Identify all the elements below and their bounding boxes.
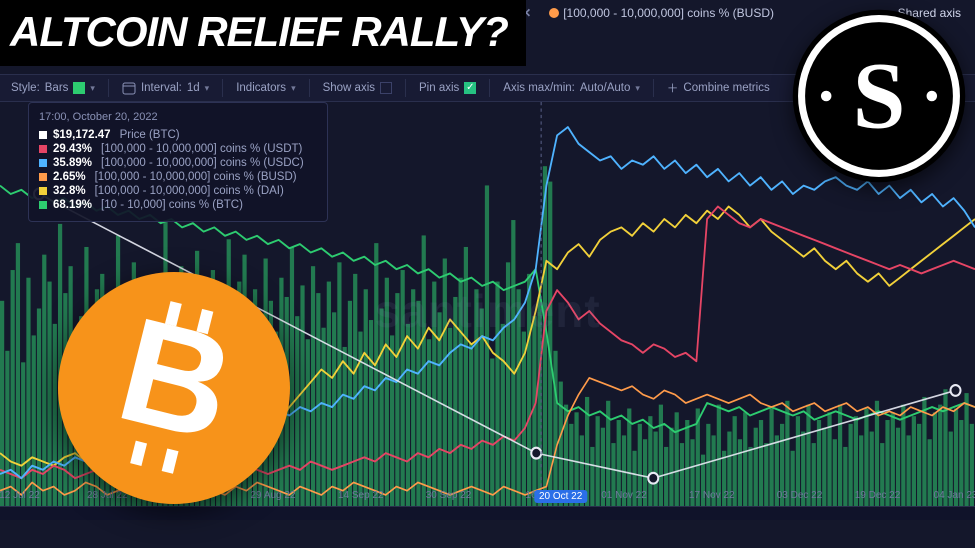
axis-minmax-value: Auto/Auto [580,82,631,94]
pin-axis-label: Pin axis [419,82,459,94]
svg-text:S: S [853,43,906,149]
bitcoin-logo: B [58,272,290,504]
tooltip-timestamp: 17:00, October 20, 2022 [39,111,317,123]
x-tick: 14 Sep 22 [338,490,384,501]
tooltip-row: 2.65%[100,000 - 10,000,000] coins % (BUS… [39,171,317,183]
indicators-button[interactable]: Indicators ▾ [231,80,300,96]
tooltip-row: 29.43%[100,000 - 10,000,000] coins % (US… [39,143,317,155]
tooltip-row: 35.89%[100,000 - 10,000,000] coins % (US… [39,157,317,169]
divider [653,79,654,97]
axis-minmax-label: Axis max/min: [503,82,575,94]
indicators-label: Indicators [236,82,286,94]
checkbox-icon [380,82,392,94]
chevron-down-icon: ▾ [635,83,640,94]
interval-label: Interval: [141,82,182,94]
style-value: Bars [45,82,69,94]
divider [309,79,310,97]
divider [489,79,490,97]
asset-chip-label: [100,000 - 10,000,000] coins % (BUSD) [563,6,774,20]
chart-tooltip: 17:00, October 20, 2022 $19,172.47Price … [28,102,328,222]
style-selector[interactable]: Style: Bars ▾ [6,80,100,96]
divider [108,79,109,97]
show-axis-label: Show axis [323,82,375,94]
axis-minmax-selector[interactable]: Axis max/min: Auto/Auto ▾ [498,80,645,96]
chevron-down-icon: ▾ [291,83,296,94]
calendar-icon [122,81,136,95]
divider [405,79,406,97]
interval-selector[interactable]: Interval: 1d ▾ [117,79,214,97]
show-axis-toggle[interactable]: Show axis [318,80,397,96]
x-tick: 12 Jul 22 [0,490,40,501]
style-label: Style: [11,82,40,94]
x-tick: 17 Nov 22 [689,490,735,501]
checkbox-icon: ✓ [464,82,476,94]
chevron-down-icon: ▾ [90,83,95,94]
pin-axis-toggle[interactable]: Pin axis ✓ [414,80,481,96]
x-tick: 19 Dec 22 [855,490,901,501]
tooltip-row: $19,172.47Price (BTC) [39,129,317,141]
series-color-dot [549,8,559,18]
x-tick: 01 Nov 22 [601,490,647,501]
x-tick: 03 Dec 22 [777,490,823,501]
x-tick-highlight: 20 Oct 22 [534,490,587,503]
x-tick: 30 Sep 22 [426,490,472,501]
minimap[interactable] [0,506,975,520]
style-swatch [73,82,85,94]
x-tick: 04 Jan 23 [934,490,975,501]
brand-badge: S [791,8,967,184]
interval-value: 1d [187,82,200,94]
chevron-down-icon: ▾ [205,83,210,94]
divider [222,79,223,97]
plus-icon: ＋ [667,80,679,96]
asset-chip-busd[interactable]: [100,000 - 10,000,000] coins % (BUSD) [543,4,780,22]
tooltip-row: 32.8%[100,000 - 10,000,000] coins % (DAI… [39,185,317,197]
tooltip-row: 68.19%[10 - 10,000] coins % (BTC) [39,199,317,211]
combine-metrics-button[interactable]: ＋ Combine metrics [662,78,775,98]
combine-label: Combine metrics [683,82,769,94]
thumbnail-title: ALTCOIN RELIEF RALLY? [0,0,526,66]
